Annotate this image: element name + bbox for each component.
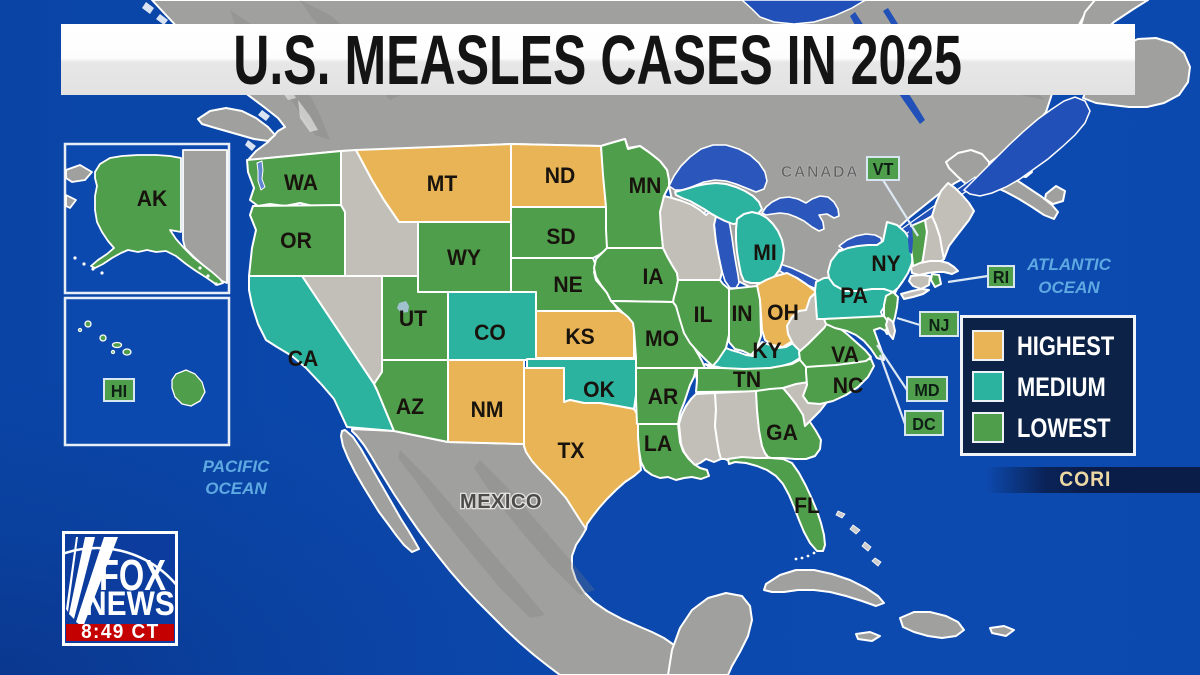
svg-text:PACIFIC: PACIFIC — [203, 457, 270, 476]
svg-text:CANADA: CANADA — [781, 164, 859, 181]
svg-text:SD: SD — [546, 224, 575, 250]
svg-text:NM: NM — [471, 397, 504, 423]
svg-text:KY: KY — [752, 338, 782, 364]
svg-text:UT: UT — [399, 306, 427, 332]
svg-text:ATLANTIC: ATLANTIC — [1026, 255, 1111, 274]
svg-text:KS: KS — [565, 324, 594, 350]
svg-text:OCEAN: OCEAN — [1038, 278, 1100, 297]
svg-text:OCEAN: OCEAN — [205, 479, 267, 498]
svg-text:DC: DC — [912, 414, 935, 434]
svg-text:MO: MO — [645, 326, 679, 352]
svg-text:RI: RI — [993, 267, 1009, 287]
svg-text:OK: OK — [583, 377, 615, 403]
svg-text:MD: MD — [914, 380, 939, 400]
svg-text:NE: NE — [553, 272, 582, 298]
svg-text:CO: CO — [474, 320, 506, 346]
svg-text:MEXICO: MEXICO — [460, 491, 542, 513]
svg-text:NJ: NJ — [929, 315, 950, 335]
svg-text:TX: TX — [558, 438, 586, 464]
svg-text:ND: ND — [545, 163, 575, 189]
svg-text:IN: IN — [731, 301, 752, 327]
svg-text:MT: MT — [427, 171, 457, 197]
svg-text:MI: MI — [753, 240, 776, 266]
svg-text:AZ: AZ — [396, 394, 424, 420]
svg-text:TN: TN — [733, 367, 761, 393]
svg-text:AK: AK — [137, 186, 168, 212]
svg-text:OR: OR — [280, 228, 312, 254]
svg-text:PA: PA — [840, 283, 868, 309]
svg-text:MN: MN — [629, 173, 662, 199]
svg-text:CA: CA — [288, 346, 318, 372]
svg-text:GA: GA — [766, 420, 798, 446]
svg-text:IL: IL — [694, 302, 713, 328]
svg-text:VT: VT — [873, 159, 894, 179]
svg-text:NC: NC — [833, 373, 863, 399]
svg-text:LA: LA — [644, 431, 672, 457]
svg-text:WY: WY — [447, 245, 482, 271]
svg-text:IA: IA — [642, 264, 663, 290]
svg-text:FL: FL — [794, 493, 820, 519]
svg-text:AR: AR — [648, 384, 679, 410]
svg-text:HI: HI — [111, 381, 127, 401]
svg-text:WA: WA — [284, 170, 318, 196]
svg-text:NY: NY — [871, 251, 901, 277]
svg-text:OH: OH — [767, 300, 799, 326]
svg-text:VA: VA — [831, 342, 859, 368]
